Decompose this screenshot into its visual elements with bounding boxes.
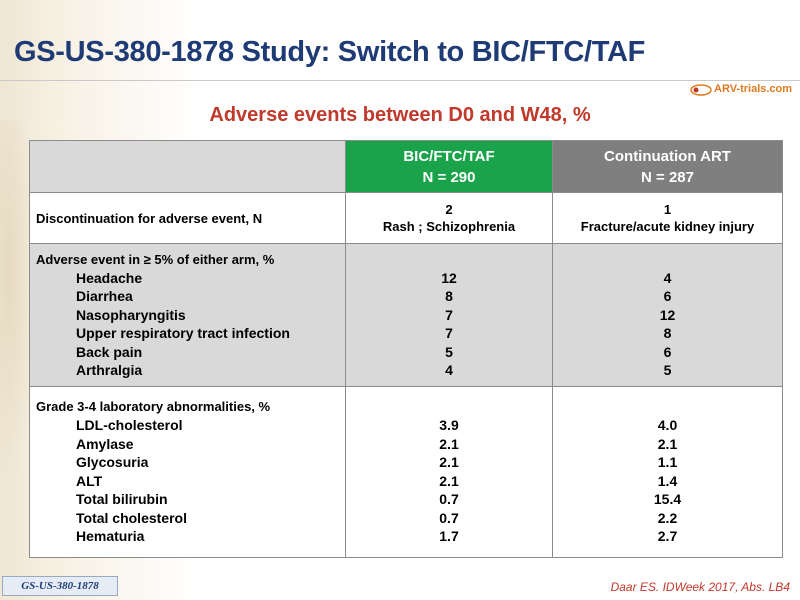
ae-cont-value: 12 [659,306,676,323]
ae-cont-value: 6 [663,343,672,360]
ae-item-name: Back pain [76,343,143,360]
discontinuation-bic: 2 Rash ; Schizophrenia [345,192,553,244]
ae-cont-value: 8 [663,325,672,341]
lab-cont-value: 15.4 [653,491,682,508]
lab-bic-value: 2.1 [439,435,459,452]
ae-item-name: Headache [76,269,143,286]
ae-item-name: Nasopharyngitis [76,306,186,323]
adverse-events-bic-values: 12 8 7 7 5 4 [345,243,553,387]
lab-cont-value: 4.0 [657,417,678,434]
adverse-events-cont-values: 4 6 12 8 6 5 [552,243,783,387]
lab-cont-value: 1.4 [657,472,678,489]
lab-abnormalities-heading: Grade 3-4 laboratory abnormalities, % [36,399,271,415]
lab-cont-value: 2.1 [657,435,678,452]
header-cont-n: N = 287 [641,168,694,186]
ae-bic-value: 7 [445,306,453,323]
table-row-lab-abnormalities: Grade 3-4 laboratory abnormalities, % LD… [29,386,783,558]
header-bic-label: BIC/FTC/TAF [403,147,495,165]
lab-bic-value: 2.1 [439,472,459,489]
lab-item-name: LDL-cholesterol [76,417,183,434]
ae-bic-value: 7 [445,325,453,341]
lab-cont-value: 2.7 [657,528,678,545]
study-badge: GS-US-380-1878 [2,576,118,596]
header-bic-n: N = 290 [422,168,476,186]
ae-bic-value: 4 [445,362,453,378]
ae-cont-value: 4 [663,269,672,286]
arv-trials-logo: ARV-trials.com [690,80,796,98]
header-bic-ftc-taf: BIC/FTC/TAF N = 290 [345,140,553,193]
logo-icon [690,82,712,96]
lab-item-name: Hematuria [76,528,145,545]
ae-item-name: Diarrhea [76,288,133,304]
slide-title: GS-US-380-1878 Study: Switch to BIC/FTC/… [14,36,646,68]
lab-abnormalities-bic-values: 3.9 2.1 2.1 2.1 0.7 0.7 1.7 [345,386,553,558]
lab-item-name: Glycosuria [76,454,149,471]
lab-cont-value: 2.2 [657,509,678,526]
slide-subtitle: Adverse events between D0 and W48, % [209,104,591,126]
discontinuation-cont: 1 Fracture/acute kidney injury [552,192,783,244]
lab-abnormalities-label-cell: Grade 3-4 laboratory abnormalities, % LD… [29,386,346,558]
table-row-discontinuation: Discontinuation for adverse event, N 2 R… [29,192,783,244]
ae-bic-value: 5 [445,343,453,360]
header-cont-label: Continuation ART [604,147,731,165]
adverse-events-heading: Adverse event in ≥ 5% of either arm, % [36,251,275,267]
discontinuation-bic-count: 2 [445,202,453,217]
ae-bic-value: 12 [441,269,457,286]
citation: Daar ES. IDWeek 2017, Abs. LB4 [610,580,790,594]
title-divider [0,80,800,81]
table-header-row: BIC/FTC/TAF N = 290 Continuation ART N =… [29,140,783,193]
header-blank-cell [29,140,346,193]
adverse-events-table: BIC/FTC/TAF N = 290 Continuation ART N =… [29,140,783,558]
logo-text: ARV-trials.com [714,83,793,95]
lab-bic-value: 3.9 [439,417,459,434]
lab-item-name: Amylase [76,435,134,452]
discontinuation-cont-reason: Fracture/acute kidney injury [580,219,755,234]
table-row-adverse-events: Adverse event in ≥ 5% of either arm, % H… [29,243,783,387]
ae-item-name: Arthralgia [76,362,143,378]
lab-bic-value: 1.7 [439,528,459,545]
header-continuation-art: Continuation ART N = 287 [552,140,783,193]
lab-item-name: Total cholesterol [76,509,187,526]
lab-abnormalities-cont-values: 4.0 2.1 1.1 1.4 15.4 2.2 2.7 [552,386,783,558]
lab-bic-value: 0.7 [439,491,459,508]
ae-cont-value: 6 [663,288,672,304]
discontinuation-cont-count: 1 [663,202,672,217]
adverse-events-label-cell: Adverse event in ≥ 5% of either arm, % H… [29,243,346,387]
lab-bic-value: 0.7 [439,509,459,526]
lab-cont-value: 1.1 [657,454,678,471]
lab-bic-value: 2.1 [439,454,459,471]
ae-item-name: Upper respiratory tract infection [76,325,290,341]
ae-bic-value: 8 [445,288,453,304]
lab-item-name: Total bilirubin [76,491,168,508]
discontinuation-label: Discontinuation for adverse event, N [29,192,346,244]
lab-item-name: ALT [76,472,103,489]
ae-cont-value: 5 [663,362,672,378]
discontinuation-bic-reason: Rash ; Schizophrenia [382,219,516,234]
